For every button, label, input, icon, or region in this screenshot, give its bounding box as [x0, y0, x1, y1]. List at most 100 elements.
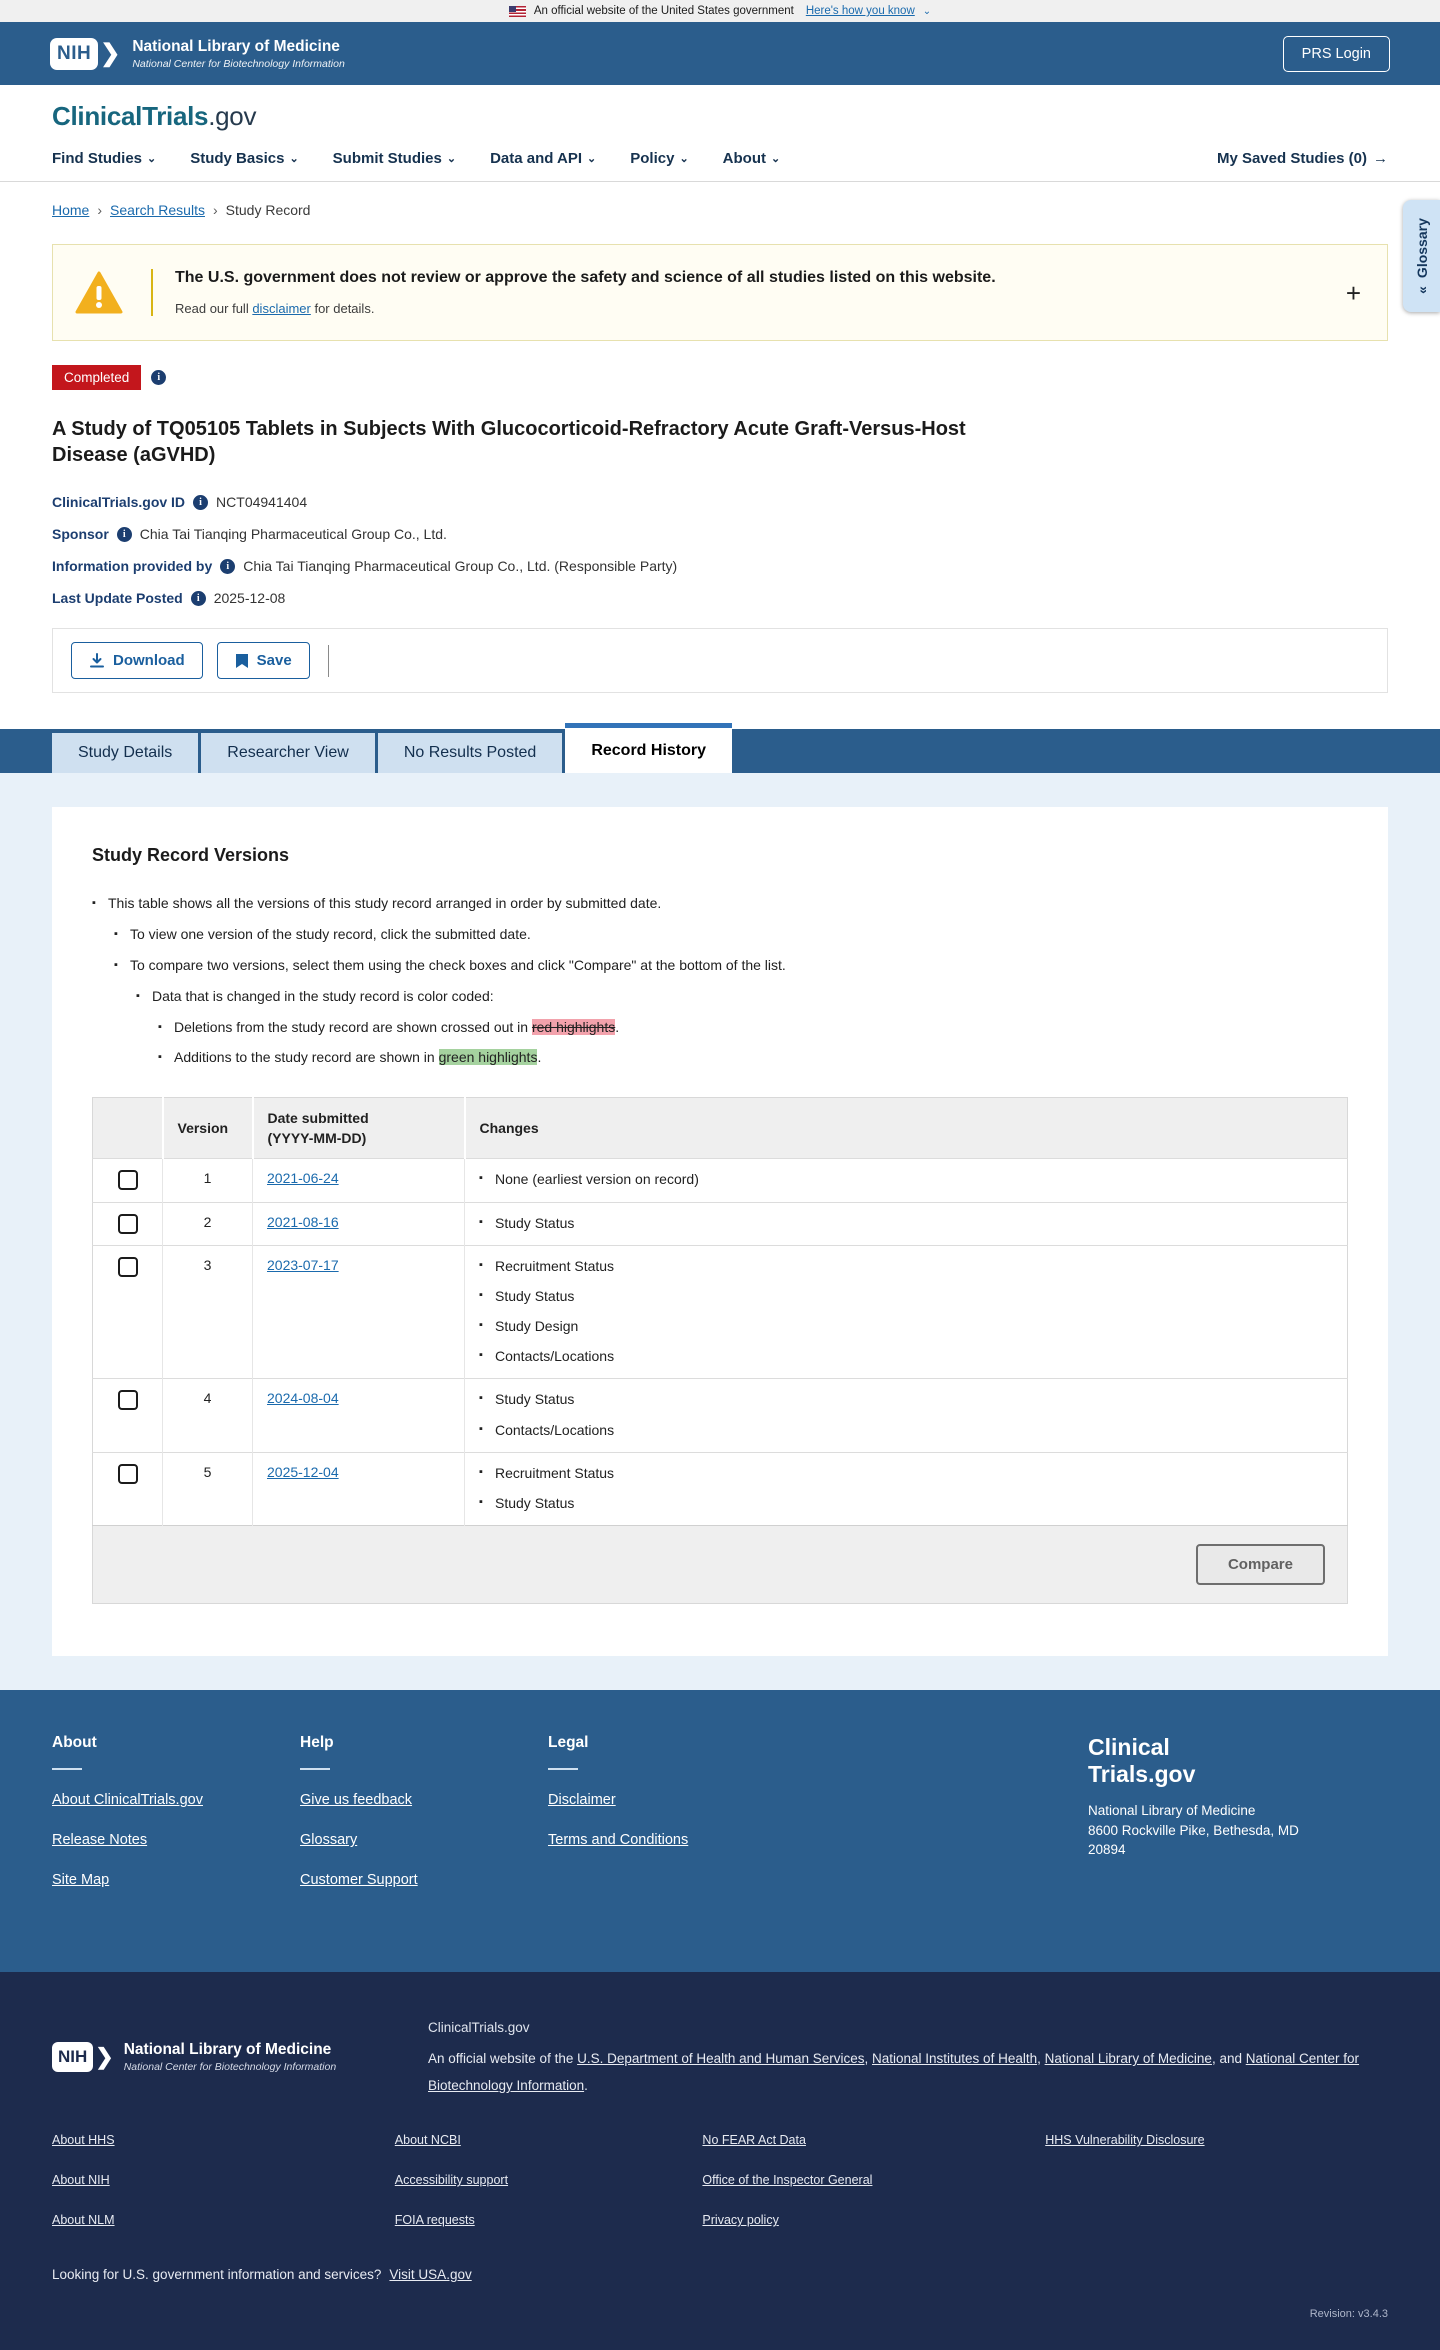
- version-checkbox[interactable]: [117, 1256, 138, 1277]
- green-highlight-sample: green highlights: [438, 1049, 538, 1066]
- usa-gov-line: Looking for U.S. government information …: [52, 2267, 472, 2283]
- version-checkbox[interactable]: [117, 1213, 138, 1234]
- version-date-link[interactable]: 2024-08-04: [267, 1390, 339, 1407]
- link-accessibility[interactable]: Accessibility support: [394, 2173, 509, 2188]
- table-row: 2 2021-08-16 Study Status: [92, 1201, 1348, 1246]
- visit-usagov-link[interactable]: Visit USA.gov: [389, 2267, 472, 2283]
- version-date-link[interactable]: 2023-07-17: [267, 1256, 339, 1273]
- info-icon[interactable]: i: [116, 526, 132, 542]
- changes-column-header: Changes: [464, 1097, 1348, 1159]
- how-you-know-link[interactable]: Here's how you know: [805, 5, 915, 17]
- divider: [52, 1768, 82, 1771]
- official-statement: ClinicalTrials.gov An official website o…: [428, 2014, 1388, 2099]
- ncbi-subtitle: National Center for Biotechnology Inform…: [132, 57, 345, 70]
- subfooter: NIH ❯ National Library of Medicine Natio…: [0, 1972, 1440, 2350]
- nih-logo[interactable]: NIH ❯ National Library of Medicine Natio…: [50, 37, 345, 70]
- footer-link-about-clinicaltrials[interactable]: About ClinicalTrials.gov: [52, 1792, 203, 1809]
- chevron-down-icon: ⌄: [587, 153, 597, 165]
- compare-button[interactable]: Compare: [1195, 1544, 1325, 1586]
- link-no-fear-act[interactable]: No FEAR Act Data: [702, 2133, 806, 2148]
- revision-label: Revision: v3.4.3: [1309, 2308, 1388, 2321]
- study-summary: Completed i A Study of TQ05105 Tablets i…: [0, 365, 1440, 606]
- version-checkbox[interactable]: [117, 1463, 138, 1484]
- breadcrumb-home[interactable]: Home: [52, 202, 90, 218]
- version-checkbox[interactable]: [117, 1170, 138, 1191]
- link-inspector-general[interactable]: Office of the Inspector General: [702, 2173, 873, 2188]
- prs-login-button[interactable]: PRS Login: [1282, 35, 1390, 72]
- tab-study-details[interactable]: Study Details: [52, 733, 199, 773]
- clinicaltrials-logo[interactable]: ClinicalTrials.gov: [52, 101, 1388, 132]
- link-about-nih[interactable]: About NIH: [52, 2173, 110, 2188]
- nav-about[interactable]: About ⌄: [722, 150, 781, 167]
- nav-policy[interactable]: Policy ⌄: [630, 150, 689, 167]
- tab-no-results-posted[interactable]: No Results Posted: [377, 733, 563, 773]
- footer-link-disclaimer[interactable]: Disclaimer: [548, 1792, 616, 1809]
- version-date-link[interactable]: 2025-12-04: [267, 1463, 339, 1480]
- table-row: 5 2025-12-04 Recruitment Status Study St…: [92, 1451, 1348, 1526]
- warning-subtext: Read our full disclaimer for details.: [175, 301, 375, 316]
- footer-link-feedback[interactable]: Give us feedback: [300, 1792, 413, 1809]
- my-saved-studies-link[interactable]: My Saved Studies (0) →: [1216, 150, 1388, 167]
- list-item-deletions: Deletions from the study record are show…: [158, 1018, 1348, 1037]
- tab-record-history[interactable]: Record History: [565, 723, 733, 773]
- expand-plus-icon[interactable]: +: [1345, 277, 1361, 308]
- footer-link-release-notes[interactable]: Release Notes: [52, 1832, 148, 1849]
- gov-banner-text: An official website of the United States…: [533, 5, 794, 17]
- chevron-down-icon[interactable]: ⌄: [922, 5, 932, 17]
- instructions-list: This table shows all the versions of thi…: [92, 894, 1348, 1067]
- nih-link[interactable]: National Institutes of Health: [872, 2051, 1038, 2067]
- footer-link-glossary[interactable]: Glossary: [300, 1832, 358, 1849]
- info-icon[interactable]: i: [193, 494, 209, 510]
- version-number: 2: [162, 1201, 253, 1246]
- link-foia[interactable]: FOIA requests: [394, 2213, 475, 2228]
- glossary-label: Glossary: [1413, 218, 1430, 279]
- version-number: 4: [162, 1378, 253, 1453]
- version-date-link[interactable]: 2021-06-24: [267, 1170, 339, 1187]
- main-nav: Find Studies ⌄ Study Basics ⌄ Submit Studi…: [52, 150, 1388, 181]
- version-date-link[interactable]: 2021-08-16: [267, 1213, 339, 1230]
- status-badge: Completed: [52, 365, 142, 390]
- nav-study-basics[interactable]: Study Basics ⌄: [190, 150, 299, 167]
- breadcrumb-search-results[interactable]: Search Results: [110, 202, 205, 218]
- ncbi-link[interactable]: National Center for Biotechnology Inform…: [428, 2051, 1360, 2094]
- nih-logo-box: NIH: [50, 37, 99, 70]
- nav-submit-studies[interactable]: Submit Studies ⌄: [332, 150, 457, 167]
- info-icon[interactable]: i: [151, 370, 167, 385]
- tab-researcher-view[interactable]: Researcher View: [201, 733, 375, 773]
- footer-link-terms[interactable]: Terms and Conditions: [548, 1832, 689, 1849]
- info-icon[interactable]: i: [220, 558, 236, 574]
- nlm-link[interactable]: National Library of Medicine: [1044, 2051, 1212, 2067]
- footer-link-customer-support[interactable]: Customer Support: [300, 1872, 418, 1889]
- list-item: Data that is changed in the study record…: [136, 987, 1348, 1006]
- footer: About About ClinicalTrials.gov Release N…: [0, 1690, 1440, 1973]
- divider: [327, 644, 329, 677]
- date-column-header: Date submitted (YYYY-MM-DD): [252, 1097, 466, 1159]
- link-hhs-vulnerability[interactable]: HHS Vulnerability Disclosure: [1045, 2133, 1205, 2148]
- list-item: To compare two versions, select them usi…: [114, 956, 1348, 975]
- nlm-logo[interactable]: NIH ❯ National Library of Medicine Natio…: [52, 2014, 428, 2099]
- link-about-nlm[interactable]: About NLM: [52, 2213, 115, 2228]
- breadcrumb-separator: ›: [212, 202, 218, 218]
- chevron-down-icon: ⌄: [147, 153, 157, 165]
- nav-data-and-api[interactable]: Data and API ⌄: [490, 150, 597, 167]
- site-header: ClinicalTrials.gov Find Studies ⌄ Study B…: [0, 85, 1440, 182]
- disclaimer-link[interactable]: disclaimer: [252, 301, 311, 316]
- link-about-hhs[interactable]: About HHS: [52, 2133, 115, 2148]
- breadcrumb-current: Study Record: [225, 202, 311, 218]
- subfooter-links: About HHS About NIH About NLM About NCBI…: [52, 2133, 1388, 2253]
- footer-link-site-map[interactable]: Site Map: [52, 1872, 110, 1889]
- nav-find-studies[interactable]: Find Studies ⌄: [52, 150, 157, 167]
- site-name: ClinicalTrials.gov: [428, 2020, 530, 2036]
- version-checkbox[interactable]: [117, 1390, 138, 1411]
- save-button[interactable]: Save: [216, 642, 310, 679]
- info-icon[interactable]: i: [190, 590, 206, 606]
- download-button[interactable]: Download: [71, 642, 203, 679]
- link-privacy-policy[interactable]: Privacy policy: [702, 2213, 779, 2228]
- list-item: This table shows all the versions of thi…: [92, 894, 1348, 913]
- nlm-title: National Library of Medicine: [132, 37, 340, 55]
- hhs-link[interactable]: U.S. Department of Health and Human Serv…: [577, 2051, 865, 2067]
- glossary-side-tab[interactable]: « Glossary: [1403, 200, 1440, 312]
- link-about-ncbi[interactable]: About NCBI: [394, 2133, 461, 2148]
- footer-clinicaltrials-logo: Clinical Trials.gov: [1088, 1734, 1196, 1787]
- table-footer-row: Compare: [92, 1525, 1348, 1604]
